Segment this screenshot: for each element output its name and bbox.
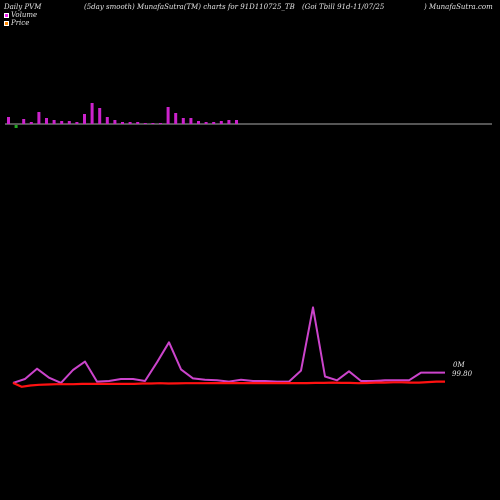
pvm-line: [12, 306, 445, 384]
legend-price-swatch: [4, 20, 9, 26]
volume-bar: [105, 117, 109, 124]
legend-price-label: Price: [11, 19, 30, 27]
volume-bar: [128, 122, 132, 124]
volume-bar: [22, 119, 26, 124]
header-center: (5day smooth) MunafaSutra(TM) charts for…: [84, 3, 295, 11]
volume-bar: [166, 107, 170, 124]
header-brand: ) MunafaSutra.com: [424, 3, 493, 11]
volume-bar: [174, 113, 178, 124]
volume-bar: [151, 123, 155, 124]
header-left: Daily PVM: [4, 3, 42, 11]
volume-bar: [204, 122, 208, 124]
volume-bar: [121, 122, 124, 124]
volume-bar: [98, 108, 102, 124]
volume-bar: [159, 123, 162, 124]
volume-bar: [197, 121, 200, 124]
volume-bar: [90, 103, 94, 124]
volume-bar: [143, 123, 147, 124]
volume-bar: [60, 121, 64, 124]
volume-bar: [113, 120, 117, 124]
volume-bar: [235, 120, 238, 124]
legend-price: Price: [4, 19, 29, 27]
price-value-label: 99.80: [452, 370, 473, 378]
volume-bar: [67, 121, 71, 124]
header-right: (Goi Tbill 91d-11/07/25: [302, 3, 385, 11]
volume-bar: [75, 122, 79, 124]
volume-bar: [14, 125, 18, 128]
volume-bar: [45, 118, 48, 124]
legend-volume: Volume: [4, 11, 37, 19]
volume-bar: [83, 114, 86, 124]
volume-bar: [181, 118, 185, 124]
price-line: [12, 380, 445, 388]
volume-bar: [189, 118, 193, 124]
legend-volume-swatch: [4, 12, 9, 18]
volume-bar: [37, 112, 41, 124]
volume-bar: [227, 120, 231, 124]
volume-value-label: 0M: [453, 361, 465, 369]
legend-volume-label: Volume: [11, 11, 38, 19]
volume-bar: [29, 122, 33, 124]
volume-bar: [7, 117, 10, 124]
volume-bar: [219, 121, 223, 124]
volume-bar: [136, 122, 140, 124]
volume-bar: [212, 122, 216, 124]
volume-bar: [52, 120, 56, 124]
